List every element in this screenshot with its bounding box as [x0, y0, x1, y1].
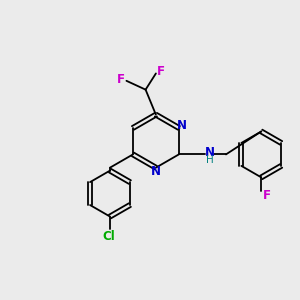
Text: F: F — [117, 73, 125, 86]
Text: Cl: Cl — [102, 230, 115, 243]
Text: N: N — [205, 146, 214, 159]
Text: N: N — [151, 165, 161, 178]
Text: N: N — [177, 119, 188, 132]
Text: F: F — [157, 65, 165, 79]
Text: F: F — [262, 189, 271, 202]
Text: H: H — [206, 155, 213, 165]
